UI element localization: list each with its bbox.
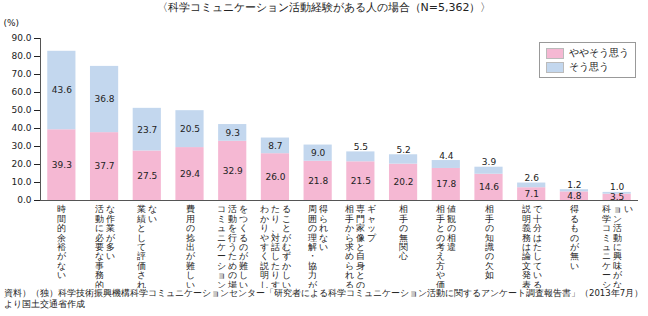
svg-text:コミュニケーション: コミュニケーション bbox=[217, 204, 226, 288]
svg-text:値観の相違: 値観の相違 bbox=[447, 204, 456, 252]
svg-text:1.2: 1.2 bbox=[567, 180, 581, 190]
svg-text:0.0: 0.0 bbox=[17, 195, 32, 205]
svg-text:5.5: 5.5 bbox=[354, 142, 368, 152]
svg-text:活動を行うための場: 活動を行うための場 bbox=[227, 204, 237, 288]
svg-text:8.7: 8.7 bbox=[268, 141, 282, 151]
svg-text:20.0: 20.0 bbox=[11, 159, 31, 169]
svg-text:費用の捻出が難しい: 費用の捻出が難しい bbox=[186, 204, 196, 288]
svg-text:27.5: 27.5 bbox=[137, 171, 157, 181]
svg-text:26.0: 26.0 bbox=[265, 172, 285, 182]
svg-text:21.8: 21.8 bbox=[308, 176, 328, 186]
svg-text:14.6: 14.6 bbox=[479, 182, 499, 192]
svg-text:9.3: 9.3 bbox=[226, 128, 240, 138]
svg-text:をつくるのが難しい: をつくるのが難しい bbox=[239, 204, 249, 288]
svg-text:相手の知識の欠如: 相手の知識の欠如 bbox=[485, 204, 494, 280]
svg-text:4.8: 4.8 bbox=[567, 191, 582, 201]
svg-text:ない: ない bbox=[148, 204, 157, 223]
svg-text:37.7: 37.7 bbox=[95, 161, 115, 171]
svg-text:で十分はたしている: で十分はたしている bbox=[533, 204, 543, 288]
svg-text:80.0: 80.0 bbox=[11, 51, 31, 61]
svg-text:相手から求められる: 相手から求められる bbox=[345, 204, 354, 288]
svg-text:得るものが無い: 得るものが無い bbox=[570, 204, 580, 271]
svg-text:い: い bbox=[624, 204, 633, 214]
svg-text:たり、対話したりす: たり、対話したりす bbox=[271, 204, 280, 288]
svg-text:17.8: 17.8 bbox=[436, 179, 456, 189]
svg-text:32.9: 32.9 bbox=[223, 166, 243, 176]
svg-text:(%): (%) bbox=[4, 18, 20, 28]
svg-text:ることがむずかしい: ることがむずかしい bbox=[282, 204, 292, 288]
svg-text:説明義務は論文発表: 説明義務は論文発表 bbox=[522, 204, 531, 288]
svg-text:得られない: 得られない bbox=[319, 204, 328, 252]
svg-text:20.2: 20.2 bbox=[394, 177, 414, 187]
html-text:ややそう思う: ややそう思う bbox=[569, 47, 629, 58]
svg-text:21.5: 21.5 bbox=[351, 176, 371, 186]
svg-text:39.3: 39.3 bbox=[52, 160, 72, 170]
html-text:資料）（独）科学技術振興機構科学コミュニケーションセンター「: 資料）（独）科学技術振興機構科学コミュニケーションセンター「研究者による科学コミ… bbox=[4, 288, 643, 309]
svg-text:わかりやすく説明し: わかりやすく説明し bbox=[260, 204, 269, 288]
svg-text:50.0: 50.0 bbox=[11, 105, 31, 115]
svg-text:業績として評価され: 業績として評価され bbox=[136, 204, 146, 288]
svg-text:9.0: 9.0 bbox=[311, 148, 326, 158]
svg-text:1.0: 1.0 bbox=[610, 182, 625, 192]
svg-text:相手の無関心: 相手の無関心 bbox=[398, 204, 408, 261]
svg-text:専門家像と自身との: 専門家像と自身との bbox=[356, 204, 365, 288]
svg-text:な作業が多い: な作業が多い bbox=[105, 204, 116, 261]
svg-text:10.0: 10.0 bbox=[11, 177, 31, 187]
svg-text:2.6: 2.6 bbox=[525, 173, 540, 183]
svg-text:40.0: 40.0 bbox=[11, 123, 31, 133]
svg-text:科学コミュニケーシ: 科学コミュニケーシ bbox=[602, 204, 611, 288]
svg-text:4.4: 4.4 bbox=[439, 151, 454, 161]
svg-text:90.0: 90.0 bbox=[11, 33, 31, 43]
svg-text:36.8: 36.8 bbox=[95, 94, 115, 104]
svg-text:5.2: 5.2 bbox=[396, 145, 410, 155]
svg-text:70.0: 70.0 bbox=[11, 69, 31, 79]
svg-text:60.0: 60.0 bbox=[11, 87, 31, 97]
svg-text:周囲の理解・協力が: 周囲の理解・協力が bbox=[308, 204, 318, 288]
svg-text:20.5: 20.5 bbox=[180, 124, 200, 134]
svg-text:ギャップ: ギャップ bbox=[367, 204, 377, 242]
svg-text:23.7: 23.7 bbox=[137, 125, 157, 135]
svg-text:7.1: 7.1 bbox=[525, 189, 539, 199]
svg-text:ョン活動に興味がな: ョン活動に興味がな bbox=[613, 204, 623, 288]
svg-text:3.9: 3.9 bbox=[482, 157, 497, 167]
html-text:〈科学コミュニケーション活動経験がある人の場合（N=5,36: 〈科学コミュニケーション活動経験がある人の場合（N=5,362）〉 bbox=[156, 1, 492, 14]
svg-text:3.5: 3.5 bbox=[610, 192, 625, 203]
html-text:そう思う: そう思う bbox=[569, 61, 609, 72]
svg-text:43.6: 43.6 bbox=[52, 85, 72, 95]
svg-text:時間的余裕がない: 時間的余裕がない bbox=[57, 204, 67, 280]
svg-text:30.0: 30.0 bbox=[11, 141, 31, 151]
svg-text:29.4: 29.4 bbox=[180, 169, 200, 179]
svg-text:活動に必要な事務的: 活動に必要な事務的 bbox=[95, 204, 104, 288]
svg-text:相手との考え方や価: 相手との考え方や価 bbox=[436, 204, 445, 288]
